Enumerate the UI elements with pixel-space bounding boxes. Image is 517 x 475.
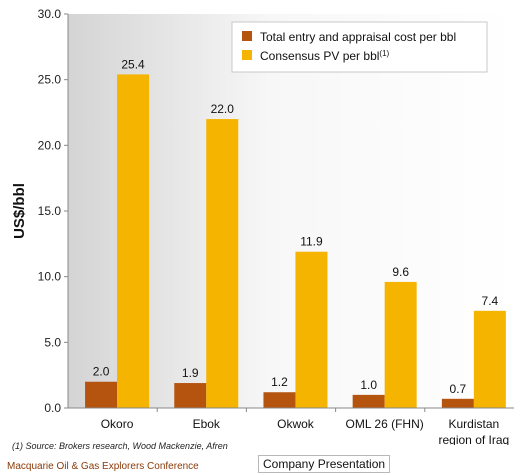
y-tick-label: 10.0	[38, 270, 62, 284]
y-axis-title: US$/bbl	[11, 183, 28, 239]
data-label: 22.0	[211, 102, 235, 116]
bar-chart: 0.0 5.0 10.0 15.0 20.0 25.0 30.0 2.0 25.4 1.9 22.…	[11, 7, 514, 445]
bar-consensus-pv	[295, 251, 328, 408]
y-tick-label: 25.0	[38, 73, 62, 87]
y-tick-label: 15.0	[38, 204, 62, 218]
data-label: 11.9	[300, 235, 323, 249]
bar-entry-cost	[174, 383, 207, 408]
bar-consensus-pv	[206, 119, 239, 409]
presentation-label: Company Presentation	[258, 455, 391, 473]
legend: Total entry and appraisal cost per bbl Co…	[231, 21, 488, 73]
x-category-label: Ebok	[193, 417, 221, 431]
x-category-label: OML 26 (FHN)	[346, 417, 424, 431]
legend-box	[231, 21, 488, 73]
data-label: 2.0	[93, 365, 110, 379]
legend-swatch	[242, 31, 252, 41]
y-tick-label: 20.0	[38, 138, 62, 152]
legend-label: Consensus PV per bbl(1)	[260, 49, 390, 63]
data-label: 1.9	[182, 366, 199, 380]
data-label: 7.4	[482, 294, 499, 308]
data-label: 1.0	[360, 378, 377, 392]
bar-entry-cost	[441, 398, 474, 408]
data-label: 1.2	[271, 375, 288, 389]
data-label: 0.7	[450, 382, 467, 396]
bar-entry-cost	[263, 392, 296, 408]
bars	[85, 74, 506, 409]
y-tick-label: 0.0	[44, 401, 61, 415]
bar-entry-cost	[85, 381, 118, 408]
y-axis: 0.0 5.0 10.0 15.0 20.0 25.0 30.0	[38, 7, 69, 415]
legend-swatch	[242, 50, 252, 60]
x-axis: Okoro Ebok Okwok OML 26 (FHN) Kurdistan regio…	[68, 407, 514, 445]
x-category-label: Okoro	[101, 417, 134, 431]
data-label: 9.6	[392, 265, 409, 279]
legend-label: Total entry and appraisal cost per bbl	[260, 30, 456, 44]
x-category-label: region of Iraq	[439, 433, 510, 445]
y-tick-label: 30.0	[38, 7, 62, 21]
bar-consensus-pv	[473, 310, 506, 408]
x-category-label: Kurdistan	[449, 417, 500, 431]
x-category-label: Okwok	[277, 417, 315, 431]
bar-consensus-pv	[117, 74, 150, 408]
conference-name: Macquarie Oil & Gas Explorers Conference	[7, 461, 199, 472]
bar-entry-cost	[352, 394, 385, 408]
y-tick-label: 5.0	[44, 335, 61, 349]
data-label: 25.4	[121, 57, 145, 71]
data-labels: 2.0 25.4 1.9 22.0 1.2 11.9 1.0 9.6 0.7 7.4	[93, 57, 499, 395]
source-footnote: (1) Source: Brokers research, Wood Macke…	[12, 441, 228, 451]
bar-consensus-pv	[384, 281, 417, 408]
